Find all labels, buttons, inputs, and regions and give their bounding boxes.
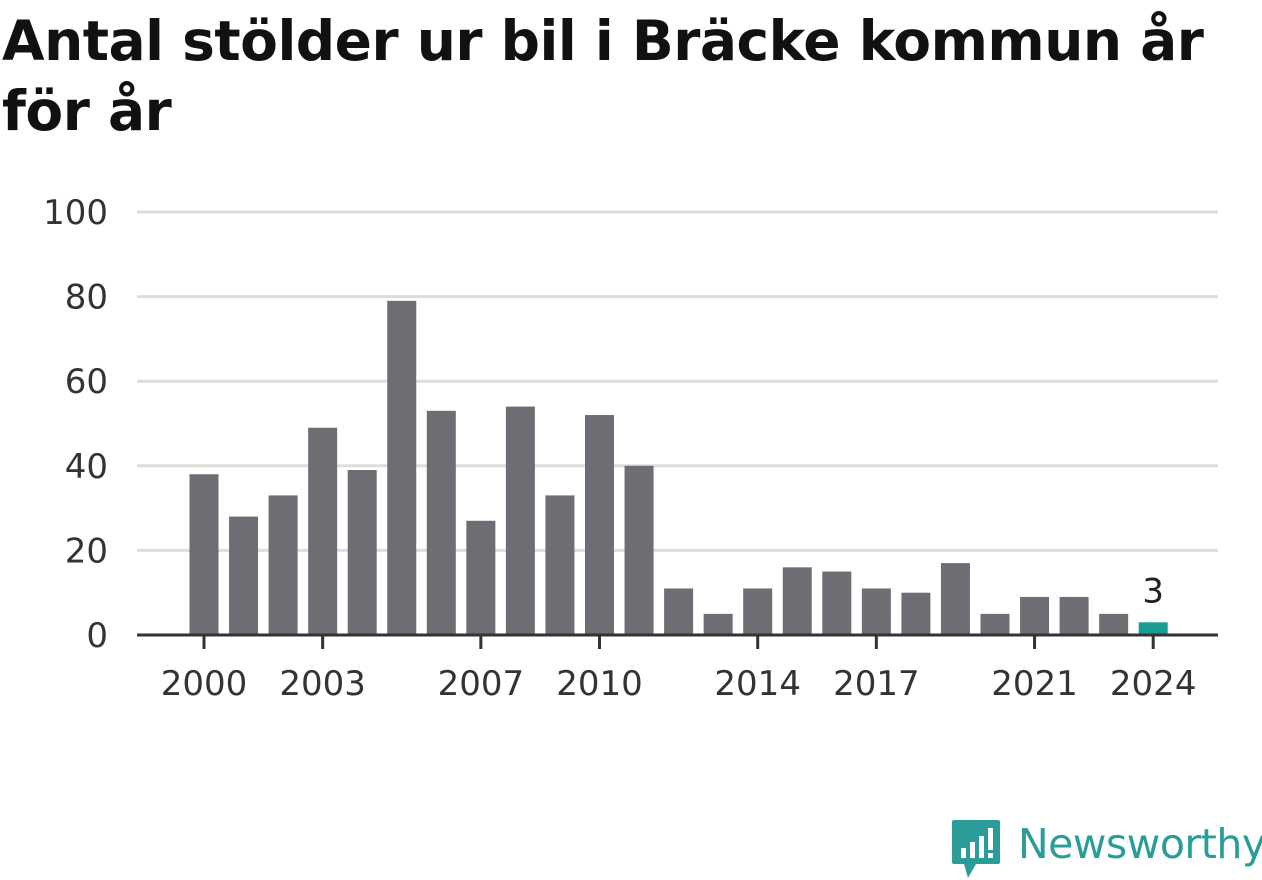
bar-2014 bbox=[743, 588, 773, 635]
bar-2006 bbox=[426, 410, 456, 635]
y-tick-label: 0 bbox=[86, 616, 108, 656]
bar-2020 bbox=[980, 613, 1010, 635]
x-tick-label: 2014 bbox=[714, 664, 801, 704]
x-tick-label: 2017 bbox=[833, 664, 920, 704]
y-tick-label: 40 bbox=[65, 447, 108, 487]
bar-2022 bbox=[1059, 596, 1089, 635]
gridlines bbox=[137, 210, 1218, 552]
bar-2021 bbox=[1020, 596, 1050, 635]
x-tick-label: 2003 bbox=[279, 664, 366, 704]
bar-2009 bbox=[545, 495, 575, 635]
bar-2016 bbox=[822, 571, 852, 635]
y-tick-label: 20 bbox=[65, 531, 108, 571]
bar-2001 bbox=[229, 516, 259, 635]
bar-2004 bbox=[347, 470, 377, 635]
data-labels: 3 bbox=[1142, 571, 1164, 611]
bar-2003 bbox=[308, 427, 338, 635]
x-tick-label: 2000 bbox=[161, 664, 248, 704]
y-tick-label: 60 bbox=[65, 362, 108, 402]
bar-2007 bbox=[466, 520, 496, 635]
bar-2002 bbox=[268, 495, 298, 635]
bar-2000 bbox=[189, 474, 219, 635]
brand-name: Newsworthy bbox=[1018, 820, 1262, 868]
x-axis: 2000 2003 2007 2010 2014 2017 2021 2024 bbox=[137, 633, 1218, 704]
x-tick-label: 2007 bbox=[438, 664, 525, 704]
x-tick-label: 2010 bbox=[556, 664, 643, 704]
chart-title: Antal stölder ur bil i Bräcke kommun år … bbox=[2, 9, 1204, 143]
y-axis-tick-labels: 0 20 40 60 80 100 bbox=[43, 193, 108, 656]
bar-2017 bbox=[861, 588, 891, 635]
bar-2018 bbox=[901, 592, 931, 635]
data-label: 3 bbox=[1142, 571, 1164, 611]
bar-2013 bbox=[703, 613, 733, 635]
bar-2011 bbox=[624, 465, 654, 635]
bar-2019 bbox=[940, 563, 970, 635]
bar-2010 bbox=[585, 415, 614, 635]
bar-2015 bbox=[782, 567, 812, 635]
bar-2012 bbox=[664, 588, 694, 635]
y-tick-label: 100 bbox=[43, 193, 108, 233]
bar-2005 bbox=[387, 300, 417, 635]
bar-2024 bbox=[1138, 622, 1168, 635]
bars bbox=[189, 300, 1168, 635]
y-tick-label: 80 bbox=[65, 278, 108, 318]
newsworthy-logo-icon bbox=[952, 820, 1000, 878]
bar-2008 bbox=[505, 406, 535, 635]
x-tick-label: 2024 bbox=[1110, 664, 1197, 704]
bar-2023 bbox=[1099, 613, 1129, 635]
x-tick-label: 2021 bbox=[991, 664, 1078, 704]
